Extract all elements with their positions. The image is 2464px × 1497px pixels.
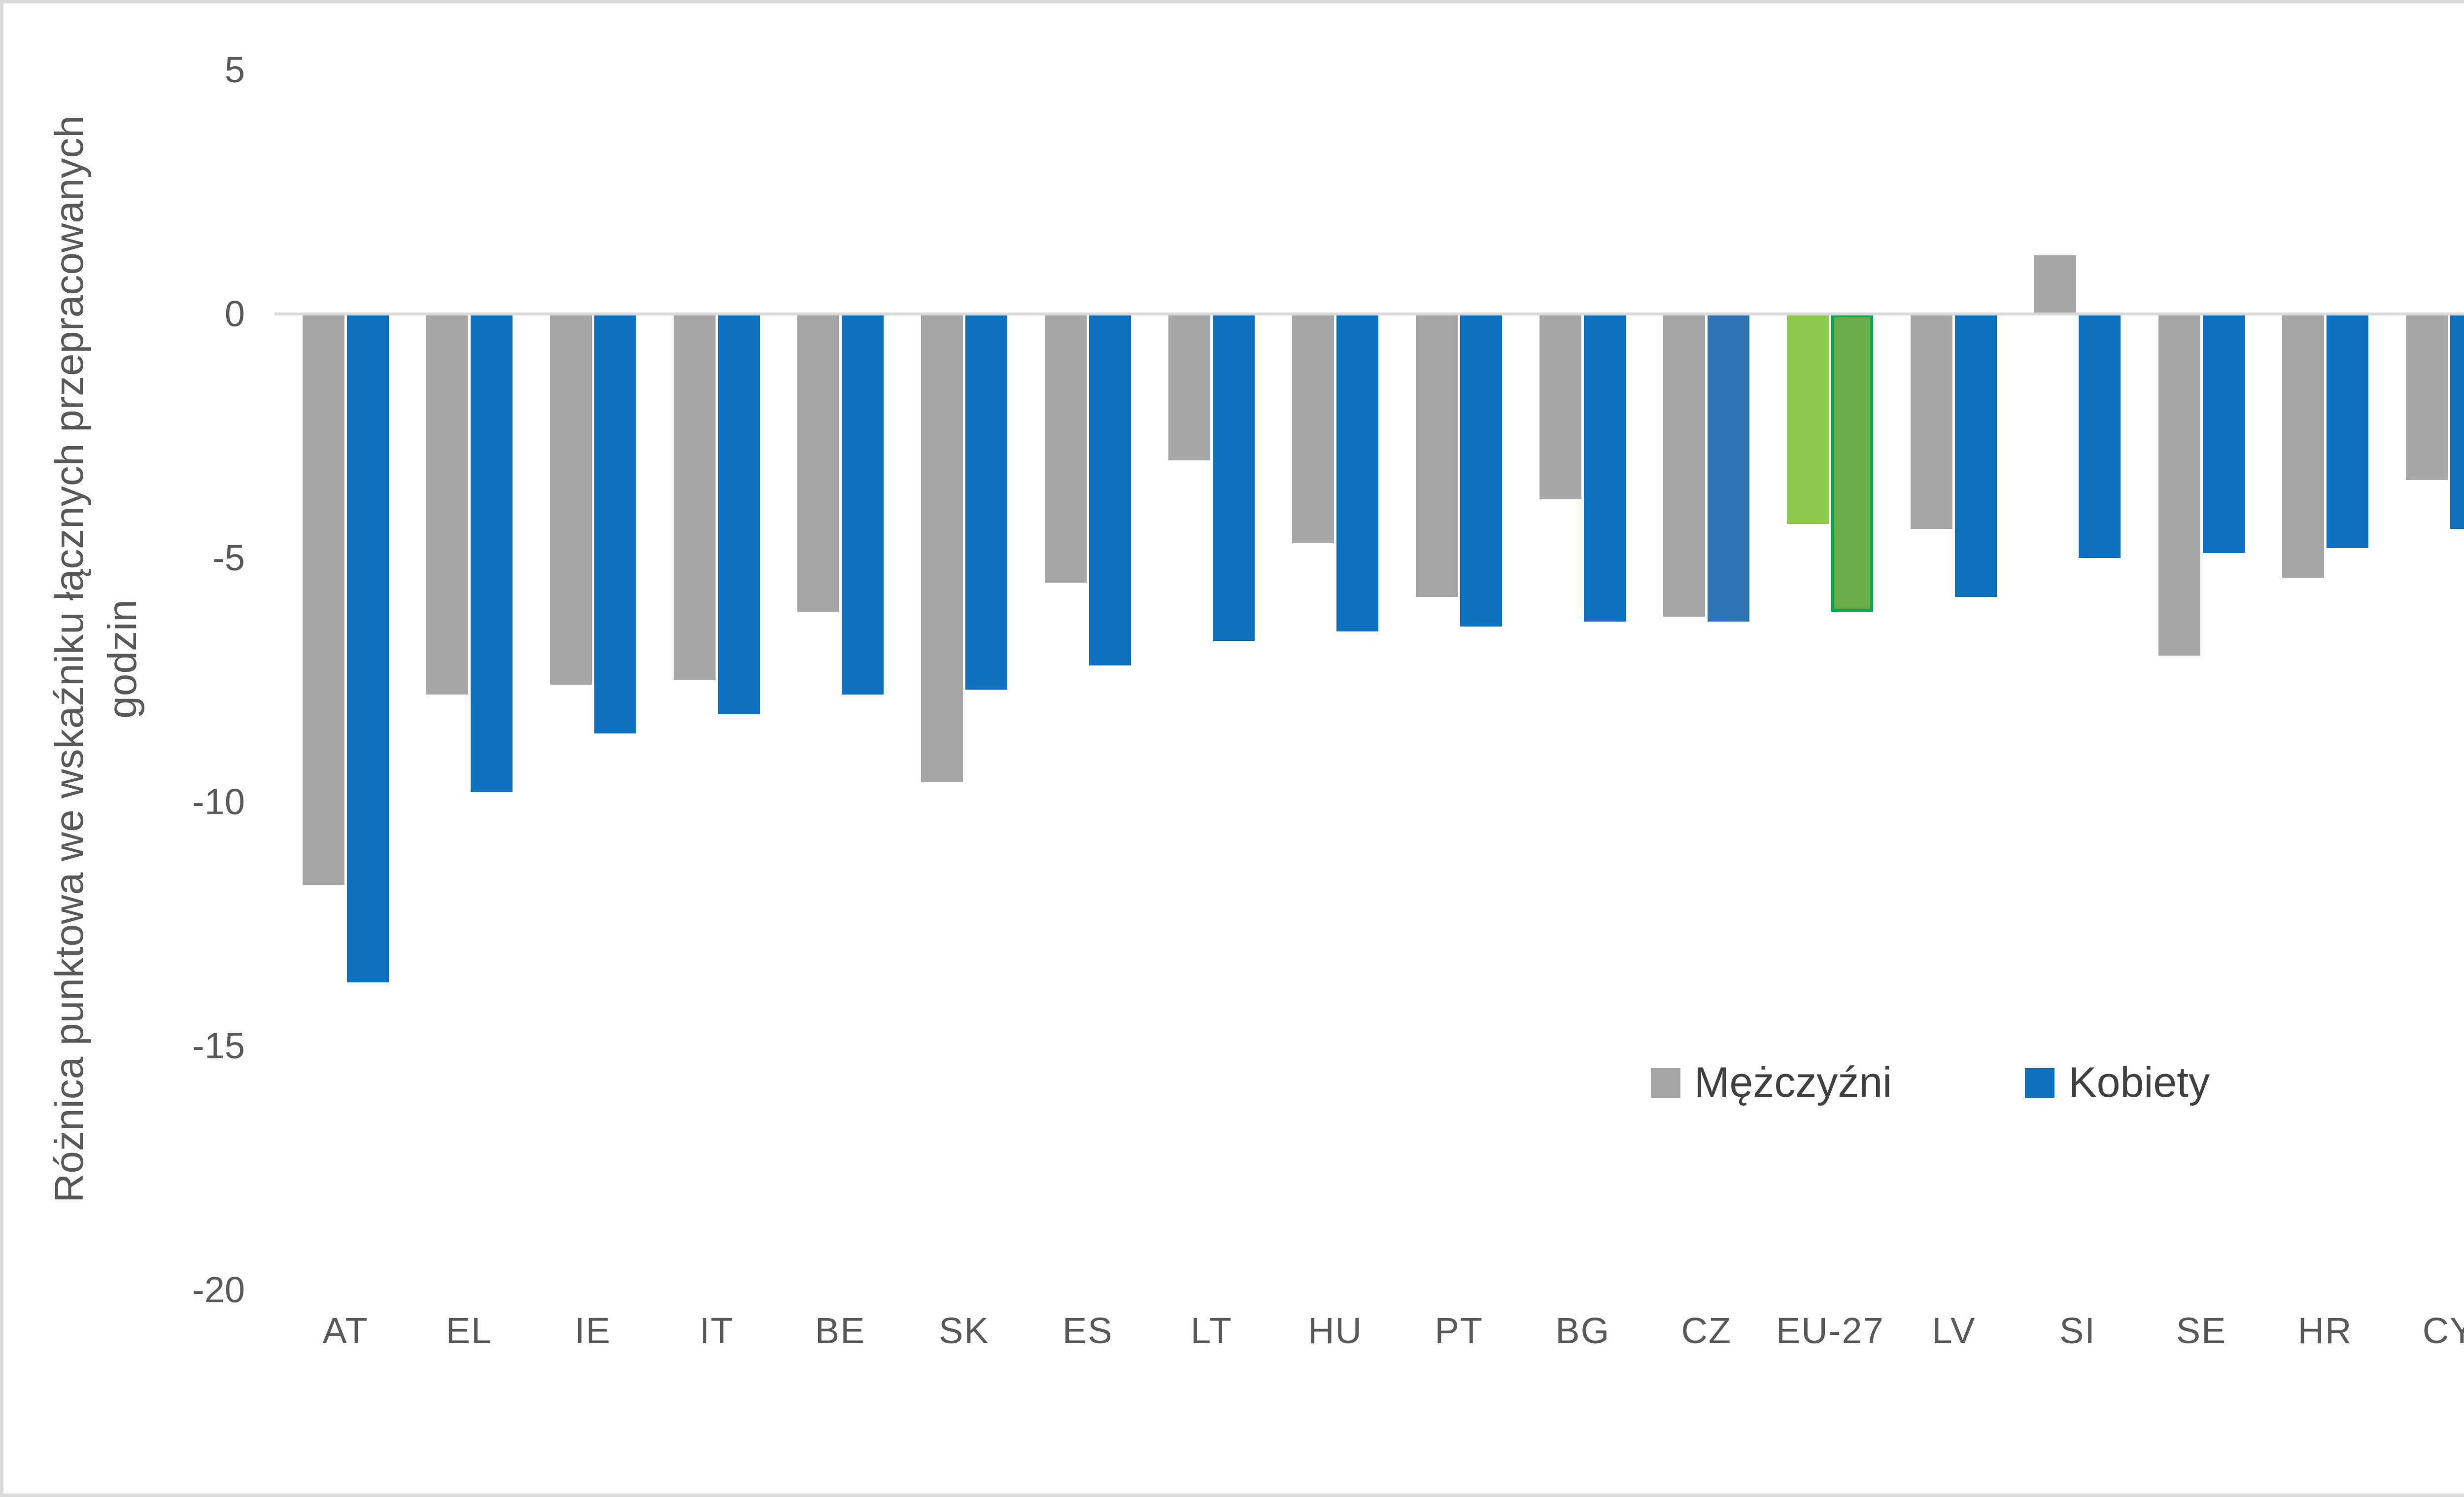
y-tick-label: -10 [192,781,245,822]
bar-CZ-women [1708,314,1750,622]
x-label-ES: ES [1062,1310,1113,1351]
zero-gridline [274,313,2464,315]
bar-SE-women [2202,314,2245,554]
bar-LT-men [1168,314,1210,460]
bar-BG-women [1584,314,1626,622]
bar-BE-women [841,314,884,695]
bar-ES-men [1044,314,1087,583]
bar-SK-women [965,314,1007,690]
bar-AT-men [302,314,344,885]
bar-LT-women [1212,314,1255,641]
bar-CY-men [2405,314,2448,480]
x-label-LT: LT [1191,1310,1232,1351]
x-label-CY: CY [2422,1310,2464,1351]
bar-PT-women [1460,314,1503,627]
legend-item-women: Kobiety [2025,1058,2210,1107]
x-label-IT: IT [699,1310,734,1351]
women-series-swatch-icon [2025,1068,2055,1098]
x-label-HR: HR [2297,1310,2353,1351]
bar-EU-27-men [1787,314,1829,524]
y-tick-label: -5 [212,537,245,578]
bar-HU-men [1292,314,1335,544]
bar-LV-men [1911,314,1953,529]
x-label-EU-27: EU-27 [1776,1310,1884,1351]
men-series-swatch-icon [1650,1068,1680,1098]
bar-CY-women [2450,314,2464,529]
y-tick-label: 5 [224,49,245,90]
bar-EL-women [470,314,513,793]
y-tick-label: 0 [224,293,245,334]
bar-HU-women [1336,314,1379,631]
x-label-EL: EL [445,1310,493,1351]
x-label-SI: SI [2059,1310,2096,1351]
legend-label-women: Kobiety [2068,1059,2210,1106]
bar-PT-men [1416,314,1458,597]
bar-SI-men [2034,255,2077,314]
y-tick-label: -20 [192,1269,245,1310]
bar-SE-men [2158,314,2200,656]
bar-EL-men [426,314,468,695]
bar-AT-women [346,314,389,983]
bar-HR-women [2326,314,2368,549]
bar-IE-men [549,314,592,685]
x-label-BG: BG [1555,1310,1610,1351]
bar-BE-men [797,314,839,612]
x-label-IE: IE [575,1310,612,1351]
bar-IT-women [718,314,760,714]
bar-IT-men [673,314,716,680]
legend-label-men: Mężczyźni [1694,1059,1892,1106]
y-tick-label: -15 [192,1025,245,1066]
x-label-AT: AT [322,1310,369,1351]
x-label-LV: LV [1932,1310,1976,1351]
bar-HR-men [2282,314,2324,578]
plot-area: 5 0 -5 -10 -15 -20 AT EL IE IT BE SK ES LT HU PT BG CZ EU-… [3,3,2464,1494]
x-label-CZ: CZ [1681,1310,1732,1351]
bar-ES-women [1089,314,1131,665]
bar-EU-27-women [1831,314,1874,612]
bar-IE-women [594,314,636,734]
legend-item-men: Mężczyźni [1650,1058,1892,1107]
x-label-HU: HU [1308,1310,1363,1351]
x-label-PT: PT [1435,1310,1483,1351]
x-label-SK: SK [938,1310,990,1351]
bar-CZ-men [1663,314,1706,617]
bar-LV-women [1955,314,1997,597]
bar-SK-men [921,314,963,783]
x-label-BE: BE [815,1310,866,1351]
legend: Mężczyźni Kobiety [97,1058,2464,1107]
x-label-SE: SE [2176,1310,2227,1351]
bar-SI-women [2079,314,2121,558]
bar-BG-men [1540,314,1582,500]
